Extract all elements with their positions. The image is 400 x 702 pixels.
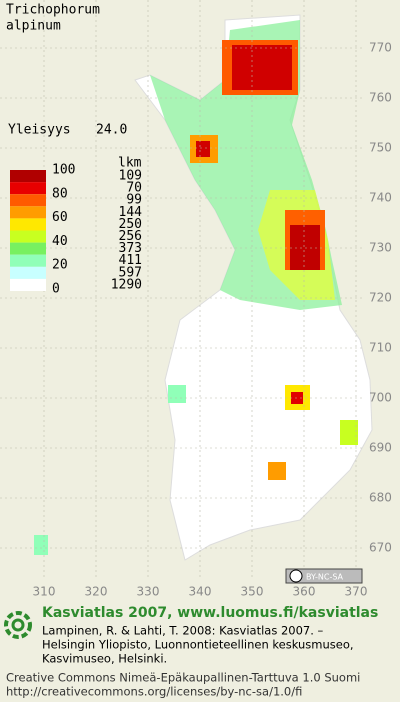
hotspot	[340, 420, 358, 445]
hotspot	[196, 141, 210, 157]
species-name: alpinum	[6, 19, 61, 34]
legend-swatch	[10, 230, 46, 243]
logo	[4, 611, 32, 639]
scale-label: 40	[52, 234, 68, 249]
legend-swatch	[10, 278, 46, 291]
badge-box	[285, 568, 363, 584]
citation-line: Helsingin Yliopisto, Luonnontieteellinen…	[42, 638, 354, 652]
y-coordinate-label: 770	[369, 41, 392, 55]
y-coordinate-label: 750	[369, 141, 392, 155]
hotspot	[34, 535, 48, 555]
hotspot	[290, 225, 320, 270]
legend-swatch	[10, 182, 46, 195]
scale-label: 100	[52, 163, 75, 178]
hotspot	[268, 462, 286, 480]
license-line: Creative Commons Nimeä-Epäkaupallinen-Ta…	[6, 671, 360, 685]
hotspot	[232, 45, 292, 90]
x-coordinate-label: 320	[85, 585, 108, 599]
legend-swatch	[10, 206, 46, 219]
x-coordinate-label: 350	[241, 585, 264, 599]
scale-label: 20	[52, 258, 68, 273]
hotspot	[168, 385, 186, 403]
frequency-label: Yleisyys	[8, 123, 71, 138]
species-name: Trichophorum	[6, 3, 100, 18]
citation-line: Lampinen, R. & Lahti, T. 2008: Kasviatla…	[42, 624, 324, 638]
count-label: 1290	[111, 277, 142, 292]
legend-swatch	[10, 242, 46, 255]
x-coordinate-label: 370	[345, 585, 368, 599]
x-coordinate-label: 360	[293, 585, 316, 599]
frequency-value: 24.0	[96, 123, 127, 138]
y-coordinate-label: 760	[369, 91, 392, 105]
count-label: 256	[119, 229, 142, 244]
count-header: lkm	[118, 156, 142, 171]
legend-swatch	[10, 254, 46, 267]
count-label: 144	[119, 205, 143, 220]
y-coordinate-label: 690	[369, 441, 392, 455]
count-label: 373	[119, 241, 142, 256]
badge-text: BY-NC-SA	[306, 573, 344, 582]
y-coordinate-label: 740	[369, 191, 392, 205]
land	[34, 14, 373, 561]
legend-swatch	[10, 194, 46, 207]
count-label: 99	[126, 193, 142, 208]
y-coordinate-label: 670	[369, 541, 392, 555]
legend-swatch	[10, 218, 46, 231]
y-coordinate-label: 730	[369, 241, 392, 255]
cc-icon	[289, 569, 303, 583]
scale-label: 80	[52, 186, 68, 201]
legend-swatch	[10, 266, 46, 279]
x-coordinate-label: 330	[137, 585, 160, 599]
count-label: 109	[119, 169, 142, 184]
y-coordinate-label: 710	[369, 341, 392, 355]
scale-label: 0	[52, 282, 60, 297]
license-line: http://creativecommons.org/licenses/by-n…	[6, 685, 302, 699]
legend-swatch	[10, 170, 46, 183]
license-badge: BY-NC-SA	[285, 568, 363, 584]
y-coordinate-label: 700	[369, 391, 392, 405]
count-label: 250	[119, 217, 142, 232]
count-label: 70	[126, 181, 142, 196]
x-coordinate-label: 340	[189, 585, 212, 599]
y-coordinate-label: 720	[369, 291, 392, 305]
x-coordinate-label: 310	[33, 585, 56, 599]
count-label: 597	[119, 265, 142, 280]
count-label: 411	[119, 253, 142, 268]
footer-heading: Kasviatlas 2007, www.luomus.fi/kasviatla…	[42, 605, 378, 621]
citation-line: Kasvimuseo, Helsinki.	[42, 652, 167, 666]
scale-label: 60	[52, 210, 68, 225]
y-coordinate-label: 680	[369, 491, 392, 505]
